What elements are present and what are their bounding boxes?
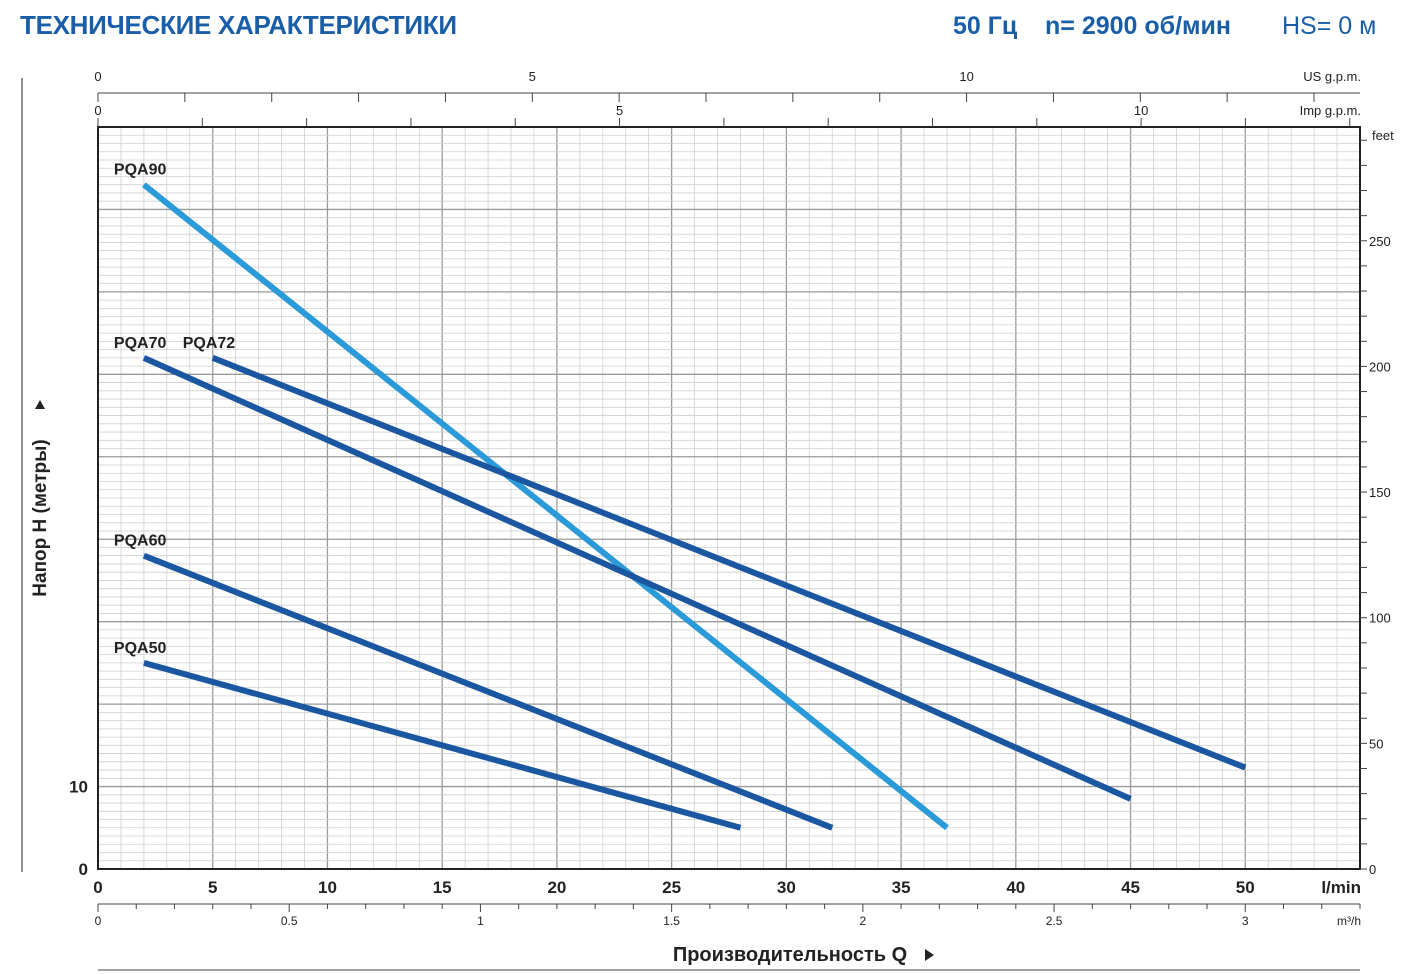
us-gpm-tick-label: 0 [94,69,101,84]
feet-unit-label: feet [1372,128,1394,143]
m3h-unit-label: m³/h [1337,914,1361,928]
imp-gpm-tick-label: 5 [616,103,623,118]
page-title: ТЕХНИЧЕСКИЕ ХАРАКТЕРИСТИКИ [20,10,457,40]
feet-tick-label: 250 [1369,234,1391,249]
m3h-tick-label: 2.5 [1046,914,1063,928]
feet-tick-label: 100 [1369,611,1391,626]
x-tick-label: 30 [777,878,796,897]
imp-gpm-unit-label: Imp g.p.m. [1300,103,1361,118]
x-tick-label: 50 [1236,878,1255,897]
series-label-pqa50: PQA50 [114,640,167,657]
chart-series [142,182,1247,831]
m3h-tick-label: 1 [477,914,484,928]
m3h-tick-label: 0.5 [281,914,298,928]
y-tick-label: 0 [79,860,88,879]
y-tick-label: 10 [69,778,88,797]
y-axis-label: Напор H (метры) [30,439,51,596]
m3h-tick-label: 2 [860,914,867,928]
series-label-pqa72: PQA72 [183,335,236,352]
x-tick-label: 10 [318,878,337,897]
series-line-pqa72 [211,355,1247,771]
series-label-pqa70: PQA70 [114,335,167,352]
feet-tick-label: 200 [1369,359,1391,374]
series-line-pqa70 [142,355,1132,802]
x-unit-label: l/min [1321,878,1361,897]
feet-tick-label: 150 [1369,485,1391,500]
us-gpm-unit-label: US g.p.m. [1303,69,1361,84]
imp-gpm-tick-label: 0 [94,103,101,118]
plot-frame [97,126,1361,870]
us-gpm-tick-label: 10 [959,69,973,84]
chart-grid [97,126,1361,870]
x-tick-label: 45 [1121,878,1140,897]
x-tick-label: 35 [892,878,911,897]
us-gpm-tick-label: 5 [529,69,536,84]
x-tick-label: 20 [547,878,566,897]
x-axis-arrow-icon [925,949,934,961]
x-tick-label: 25 [662,878,681,897]
imp-gpm-tick-label: 10 [1134,103,1148,118]
frequency-label: 50 Гц [953,12,1018,40]
x-tick-label: 0 [93,878,102,897]
feet-tick-label: 0 [1369,862,1376,877]
chart-labels: PQA90 PQA70 PQA72 PQA60 PQA50 [114,162,235,657]
m3h-tick-label: 1.5 [663,914,680,928]
series-line-pqa50 [143,659,742,831]
x-tick-label: 40 [1006,878,1025,897]
suction-height-label: HS= 0 м [1282,12,1377,40]
series-line-pqa90 [142,182,949,831]
x-axis-label: Производительность Q [673,944,907,966]
feet-tick-label: 50 [1369,736,1383,751]
y-axis-arrow-icon [35,400,45,409]
speed-label: n= 2900 об/мин [1045,12,1231,40]
series-label-pqa60: PQA60 [114,533,167,550]
series-label-pqa90: PQA90 [114,162,167,179]
x-tick-label: 15 [433,878,452,897]
series-line-pqa60 [142,552,834,831]
m3h-tick-label: 0 [95,914,102,928]
x-tick-label: 5 [208,878,217,897]
m3h-tick-label: 3 [1242,914,1249,928]
